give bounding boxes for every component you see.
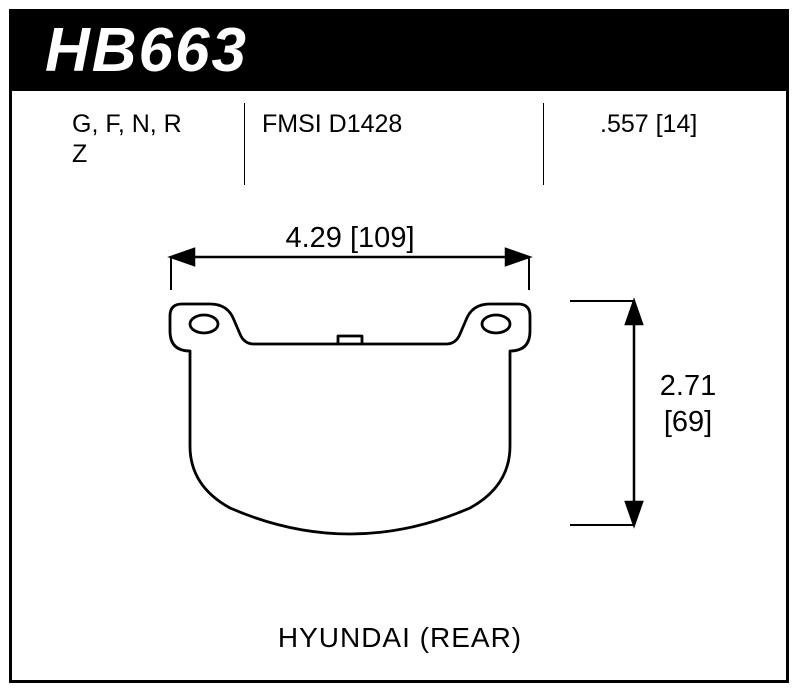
vehicle-caption: HYUNDAI (REAR) <box>0 622 800 654</box>
height-inches: 2.71 <box>648 368 728 404</box>
spec-divider-2 <box>543 103 544 185</box>
spec-divider-1 <box>244 103 245 185</box>
width-inches: 4.29 <box>285 222 341 254</box>
width-dimension: 4.29 [109] <box>260 222 440 255</box>
codes-line2: Z <box>72 140 87 169</box>
height-dimension: 2.71 [69] <box>648 368 728 441</box>
fmsi-label: FMSI D1428 <box>262 110 402 139</box>
brake-pad-outline <box>150 286 550 540</box>
height-mm: [69] <box>648 404 728 440</box>
codes-line1: G, F, N, R <box>72 110 182 139</box>
thickness-label: .557 [14] <box>600 110 697 139</box>
part-number-title: HB663 <box>45 15 248 86</box>
width-mm: [109] <box>350 222 415 254</box>
